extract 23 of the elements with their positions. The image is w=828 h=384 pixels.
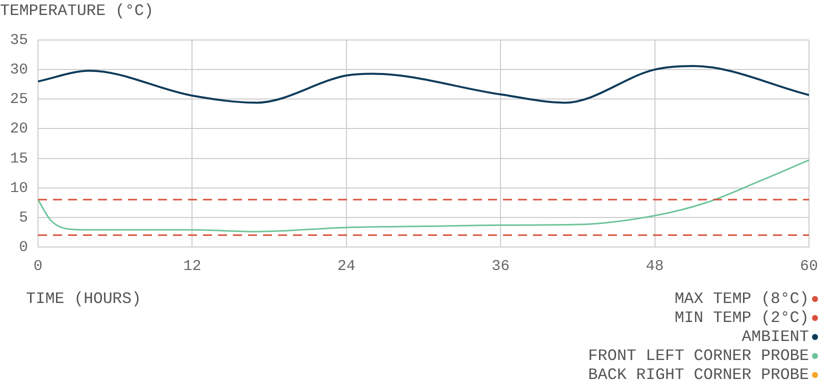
- x-tick-label: 36: [492, 258, 510, 275]
- line-series: [38, 159, 809, 232]
- x-tick-label: 48: [646, 258, 664, 275]
- legend-label: MIN TEMP (2°C): [674, 309, 809, 327]
- x-tick-label: 0: [33, 258, 43, 275]
- y-tick-label: 30: [10, 62, 28, 79]
- line-series: [38, 65, 809, 104]
- y-tick-label: 10: [10, 180, 28, 197]
- y-axis-title: TEMPERATURE (°C): [0, 2, 154, 20]
- y-tick-label: 35: [10, 32, 28, 49]
- y-tick-label: 15: [10, 150, 28, 168]
- legend-label: AMBIENT: [742, 328, 809, 346]
- legend-label: FRONT LEFT CORNER PROBE: [588, 347, 809, 365]
- x-tick-label: 12: [183, 258, 202, 275]
- legend-label: MAX TEMP (8°C): [674, 290, 809, 308]
- legend-label: BACK RIGHT CORNER PROBE: [588, 366, 809, 384]
- y-tick-label: 25: [10, 91, 28, 108]
- x-axis-title: TIME (HOURS): [26, 290, 142, 308]
- x-tick-label: 60: [800, 258, 818, 275]
- y-tick-label: 20: [10, 120, 28, 138]
- x-tick-label: 24: [337, 258, 356, 275]
- y-tick-label: 5: [18, 209, 28, 226]
- y-tick-label: 0: [18, 238, 28, 256]
